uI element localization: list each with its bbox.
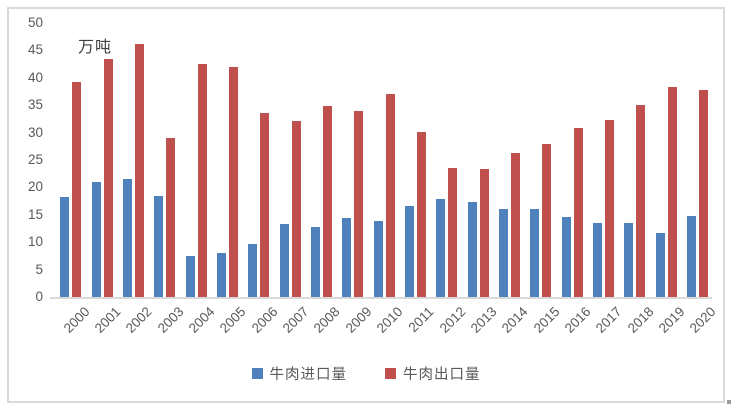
x-axis-line [50, 297, 712, 299]
import-series-swatch-icon [251, 368, 263, 379]
bar-export-2001 [104, 59, 113, 297]
y-axis-tick-label-35: 35 [27, 97, 43, 113]
bar-import-2019 [656, 233, 665, 297]
bar-export-2002 [135, 44, 144, 297]
legend-label-import: 牛肉进口量 [269, 367, 347, 383]
bar-import-2018 [624, 223, 633, 297]
bar-export-2015 [542, 144, 551, 297]
legend-item-import: 牛肉进口量 [251, 363, 348, 384]
bar-import-2003 [154, 196, 163, 297]
bar-export-2018 [636, 105, 645, 297]
bar-import-2015 [530, 209, 539, 297]
y-axis-tick-label-30: 30 [27, 124, 43, 140]
bar-import-2017 [593, 223, 602, 297]
y-axis-tick-label-50: 50 [27, 15, 43, 30]
bar-export-2007 [292, 121, 301, 297]
bar-import-2012 [436, 199, 445, 297]
y-axis-tick-label-20: 20 [27, 179, 43, 195]
y-axis-tick-label-10: 10 [27, 234, 43, 250]
y-axis-tick-label-5: 5 [35, 261, 43, 277]
y-axis-unit-label: 万吨 [78, 39, 113, 56]
bar-export-2013 [480, 169, 489, 297]
bar-import-2013 [468, 202, 477, 297]
bar-export-2000 [72, 82, 81, 297]
bar-export-2005 [229, 67, 238, 297]
bar-export-2011 [417, 132, 426, 297]
resize-handle-dot [727, 400, 731, 404]
bar-import-2005 [217, 253, 226, 297]
chart-frame [7, 7, 725, 403]
legend-label-export: 牛肉出口量 [403, 367, 481, 383]
legend-item-export: 牛肉出口量 [385, 363, 481, 384]
bar-export-2014 [511, 153, 520, 297]
bar-import-2020 [687, 216, 696, 297]
y-axis-tick-label-25: 25 [27, 152, 43, 167]
bar-import-2016 [562, 217, 571, 297]
bar-export-2016 [574, 128, 583, 297]
bar-import-2006 [248, 244, 257, 297]
chart-legend: 牛肉进口量 牛肉出口量 [0, 363, 732, 384]
bar-import-2010 [374, 221, 383, 297]
bar-export-2012 [448, 168, 457, 297]
bar-export-2006 [260, 113, 269, 297]
bar-export-2019 [668, 87, 677, 297]
bar-import-2001 [92, 182, 101, 297]
y-axis-tick-label-40: 40 [27, 69, 43, 85]
bar-export-2020 [699, 90, 708, 297]
y-axis-tick-label-15: 15 [27, 206, 43, 222]
bar-export-2004 [198, 64, 207, 297]
bar-import-2011 [405, 206, 414, 297]
bar-export-2010 [386, 94, 395, 297]
bar-import-2004 [186, 256, 195, 297]
bar-import-2008 [311, 227, 320, 297]
bar-export-2009 [354, 111, 363, 297]
bar-export-2003 [166, 138, 175, 297]
bar-import-2007 [280, 224, 289, 297]
bar-export-2017 [605, 120, 614, 297]
bar-import-2002 [123, 179, 132, 297]
y-axis-tick-label-45: 45 [27, 42, 43, 58]
y-axis-tick-label-0: 0 [35, 289, 43, 304]
bar-import-2009 [342, 218, 351, 297]
export-series-swatch-icon [385, 368, 396, 379]
bar-export-2008 [323, 106, 332, 297]
bar-import-2000 [60, 197, 69, 297]
bar-import-2014 [499, 209, 508, 297]
